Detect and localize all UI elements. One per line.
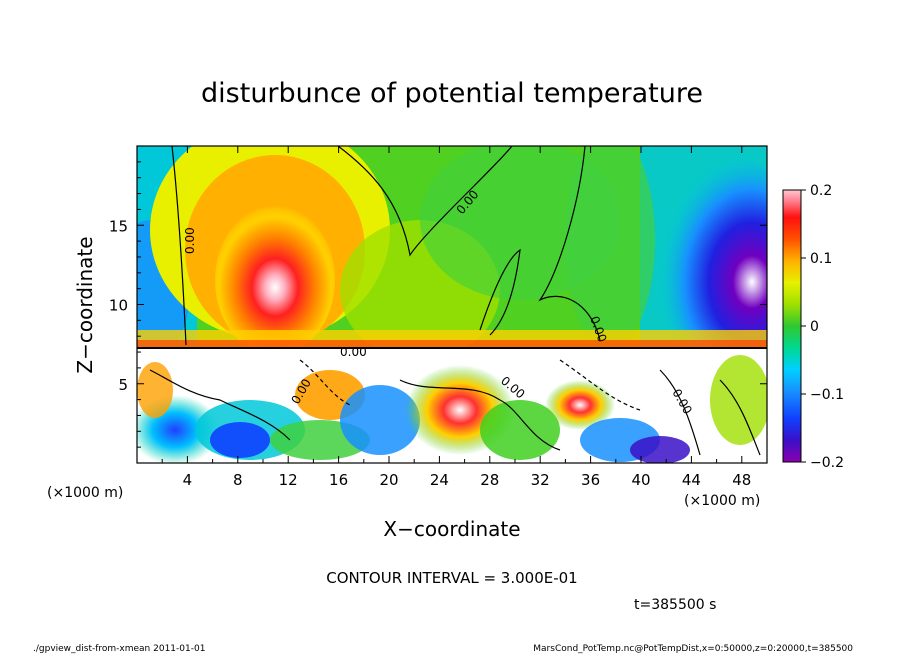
footer-left: ./gpview_dist-from-xmean 2011-01-01 [33, 644, 205, 654]
contour-line-5 [149, 369, 291, 441]
x-tick-label: 4 [183, 471, 193, 489]
warm-core-region [215, 205, 335, 355]
y-axis: 5 10 15 [109, 161, 767, 448]
contour-label: 0.00 [183, 227, 197, 254]
x-tick-label: 32 [531, 471, 550, 489]
x-tick-label: 16 [329, 471, 348, 489]
colorbar-tick-label: −0.2 [810, 455, 844, 471]
heatmap-field [137, 146, 767, 463]
colorbar-ticks: 0.2 0.1 0 −0.1 −0.2 [801, 183, 844, 471]
contour-line-2 [337, 146, 513, 257]
contour-line-9 [559, 359, 641, 411]
x-tick-label: 12 [279, 471, 298, 489]
right-green-transition [565, 146, 655, 350]
low-warm-patch-3 [545, 380, 615, 430]
contour-line-3 [479, 248, 521, 336]
x-tick-label: 24 [430, 471, 449, 489]
x-tick-label: 36 [581, 471, 600, 489]
low-cold-patch-3 [210, 422, 270, 458]
contour-interval-text: CONTOUR INTERVAL = 3.000E-01 [326, 569, 577, 587]
low-cold-patch-4 [340, 385, 420, 455]
colorbar-tick-label: 0.1 [810, 251, 832, 267]
x-tick-label: 40 [631, 471, 650, 489]
colorbar [782, 189, 802, 463]
y-tick-label: 5 [118, 376, 128, 394]
contour-label: 0.00 [340, 345, 367, 359]
low-yellow-patch [710, 355, 767, 445]
interface-red-strip [137, 340, 767, 348]
x-axis-unit: (×1000 m) [684, 493, 760, 509]
x-tick-label: 28 [480, 471, 499, 489]
x-axis: 4 8 12 16 20 24 28 32 36 40 44 48 [161, 146, 751, 489]
contour-line-7 [659, 369, 701, 456]
time-text: t=385500 s [634, 597, 716, 613]
chart-title: disturbunce of potential temperature [201, 78, 703, 109]
footer-right: MarsCond_PotTemp.nc@PotTempDist,x=0:5000… [533, 644, 853, 654]
contour-line-8 [719, 379, 761, 456]
colorbar-tick-label: 0 [810, 319, 819, 335]
colorbar-tick-label: −0.1 [810, 387, 844, 403]
contour-line-6 [399, 379, 561, 451]
x-tick-label: 8 [233, 471, 243, 489]
contour-line-4 [538, 146, 601, 341]
y-axis-unit: (×1000 m) [47, 485, 123, 501]
contour-lines [137, 146, 767, 456]
x-tick-label: 48 [732, 471, 751, 489]
right-cold-core [640, 150, 767, 370]
low-green-patch-2 [480, 400, 560, 460]
x-axis-label: X−coordinate [383, 517, 520, 541]
y-tick-label: 10 [109, 297, 128, 315]
x-tick-label: 20 [379, 471, 398, 489]
low-purple-patch [630, 436, 690, 463]
contour-line-1 [171, 146, 187, 346]
y-axis-label: Z−coordinate [73, 236, 97, 373]
low-warm-patch-4 [137, 362, 173, 418]
y-tick-label: 15 [109, 217, 128, 235]
colorbar-tick-label: 0.2 [810, 183, 832, 199]
x-tick-label: 44 [682, 471, 701, 489]
